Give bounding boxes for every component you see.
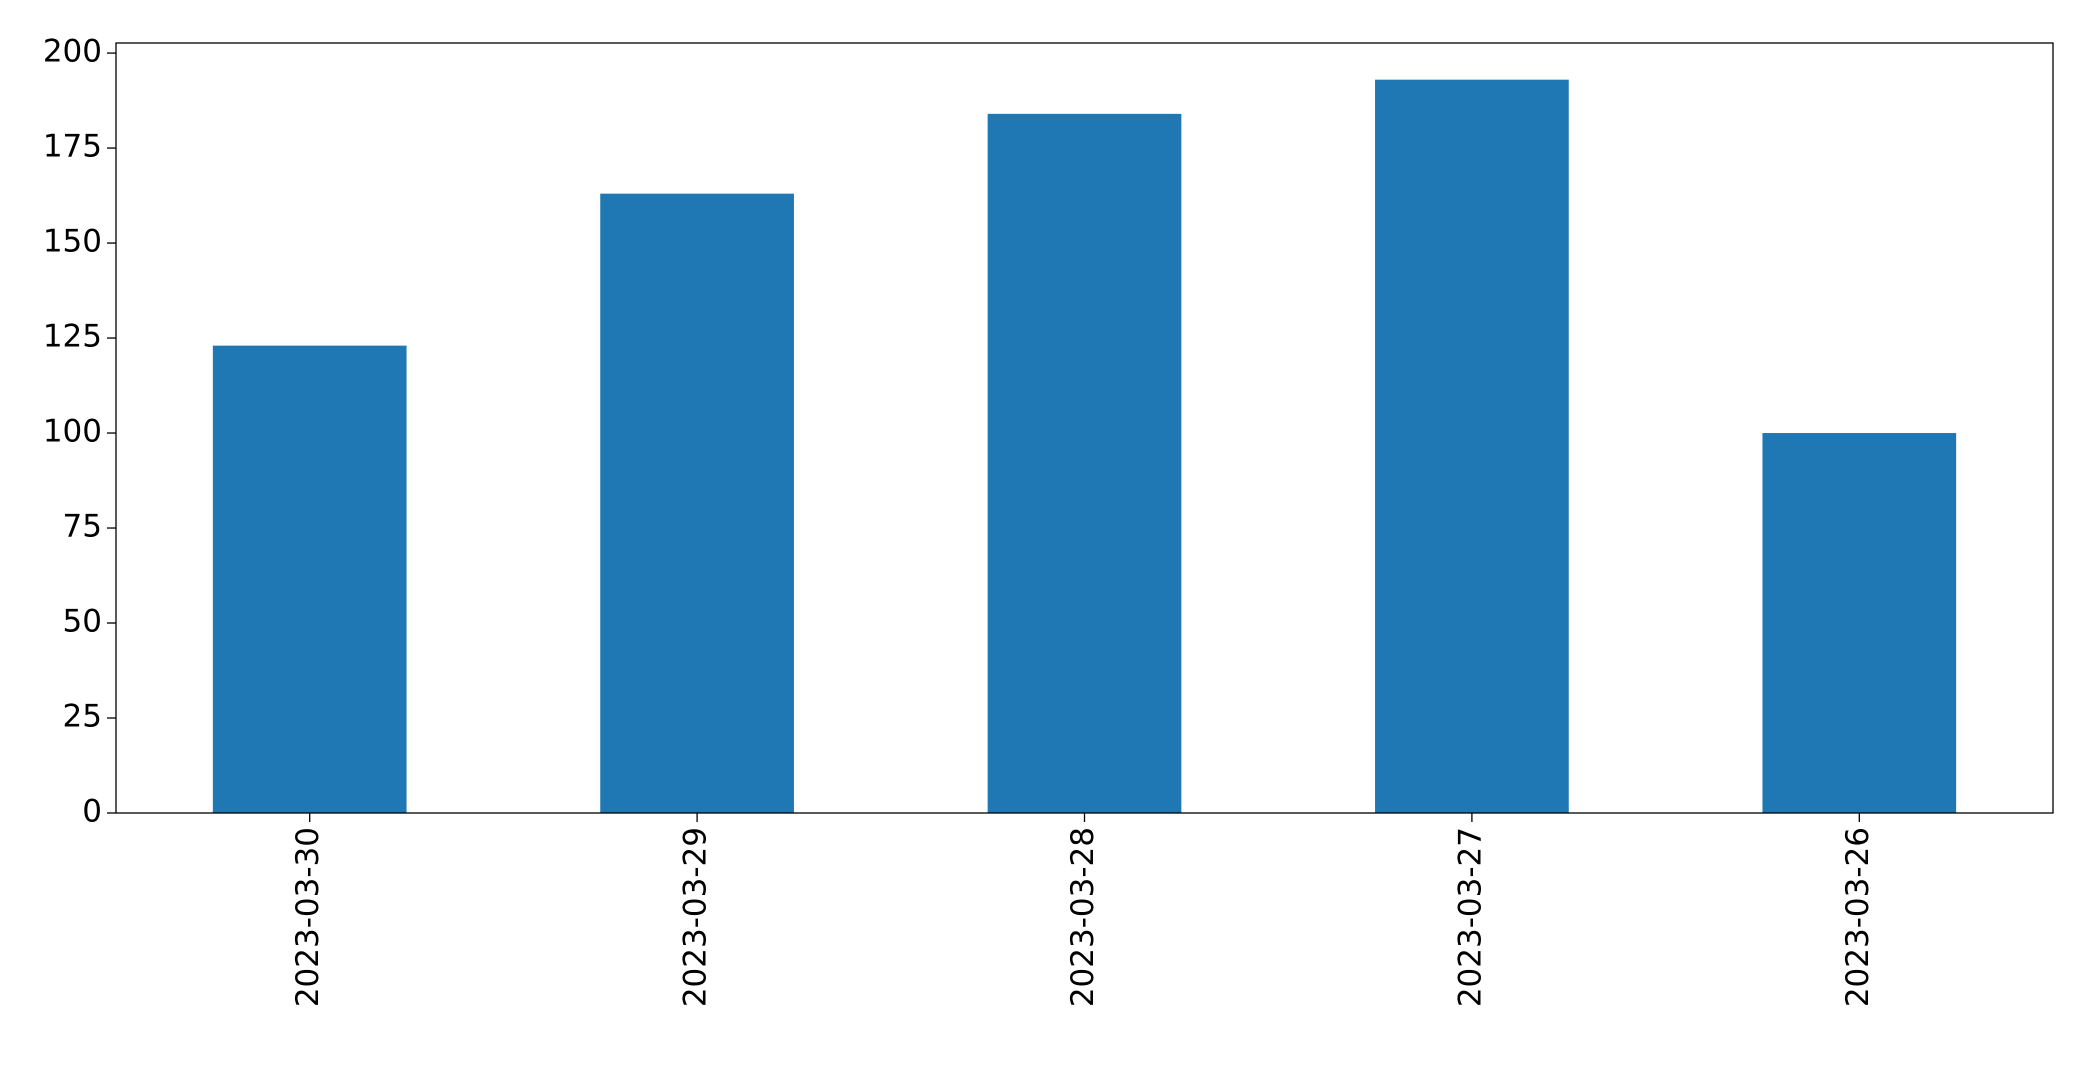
y-tick-label: 150 (43, 224, 102, 260)
x-tick-label: 2023-03-30 (290, 827, 326, 1007)
y-tick-label: 25 (63, 699, 102, 735)
x-tick-label: 2023-03-29 (678, 827, 714, 1007)
bar (212, 345, 407, 813)
bar (1375, 79, 1569, 813)
y-tick-label: 175 (43, 129, 102, 165)
y-tick-label: 75 (63, 509, 102, 545)
x-tick-label: 2023-03-26 (1840, 827, 1876, 1007)
y-tick-label: 125 (43, 319, 102, 355)
bar (987, 113, 1182, 814)
y-tick-label: 100 (43, 414, 102, 450)
bar (600, 193, 794, 813)
axes-frame (115, 42, 2054, 814)
x-tick-label: 2023-03-27 (1452, 827, 1488, 1007)
y-tick-label: 200 (43, 34, 102, 70)
x-tick-label: 2023-03-28 (1065, 827, 1101, 1007)
bar (1762, 433, 1957, 813)
y-tick-label: 0 (82, 794, 102, 830)
y-tick-label: 50 (63, 604, 102, 640)
